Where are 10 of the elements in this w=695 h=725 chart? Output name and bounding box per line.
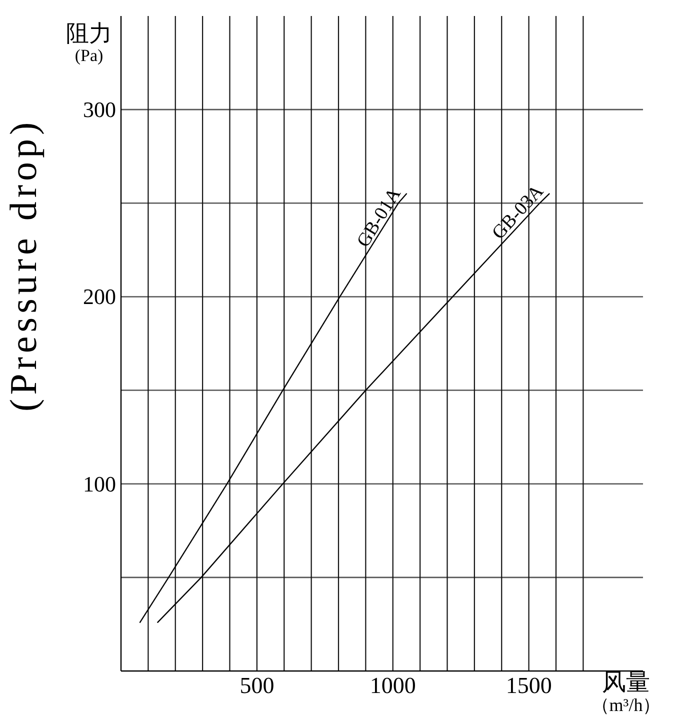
text: (Pressure drop) [3, 118, 45, 412]
y-tick-label: 100 [83, 471, 116, 496]
y-axis-title: 阻力 (Pa) [66, 21, 112, 65]
y-tick-label: 200 [83, 284, 116, 310]
x-tick-label: 1000 [370, 673, 416, 698]
y-tick-label: 300 [83, 97, 116, 122]
line-series [139, 193, 408, 623]
x-tick-label: 500 [240, 673, 274, 698]
x-tick-label: 1500 [506, 673, 552, 698]
x-axis-title: 风量（m³/h） [590, 670, 662, 716]
